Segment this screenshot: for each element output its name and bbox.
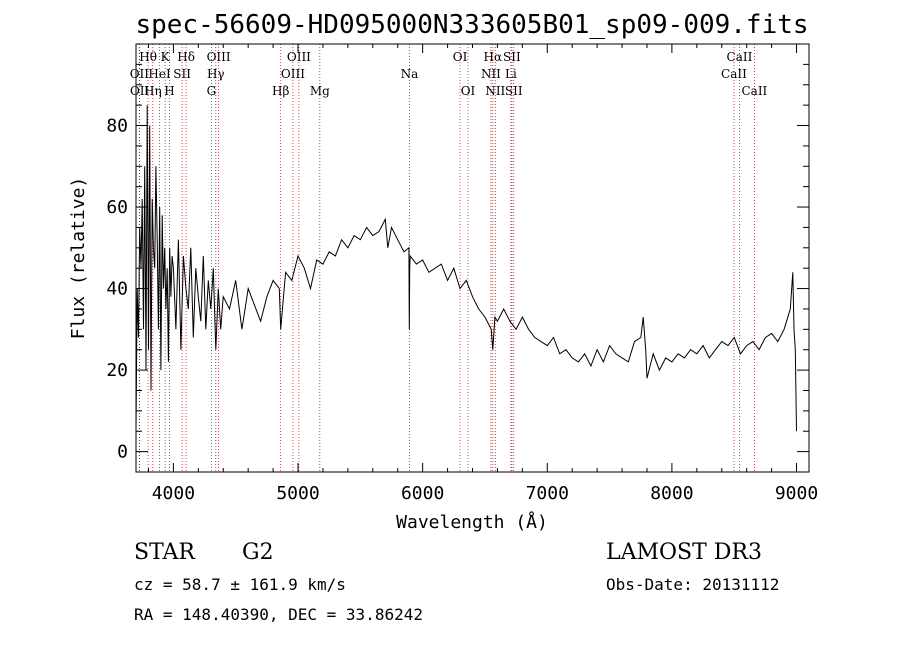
- spectral-line-label: CaII: [741, 84, 767, 98]
- x-tick-label: 7000: [526, 483, 569, 504]
- spectral-line-label: OIII: [287, 50, 311, 64]
- spectral-line-label: OI: [461, 84, 476, 98]
- spectral-line-label: SII: [173, 67, 191, 81]
- observation-date: Obs-Date: 20131112: [606, 575, 779, 594]
- spectral-line-labels: Hθ OII OII K HeI Hη Hδ SII H OIII Hγ G OIII OIII Hβ Mg N…: [130, 50, 768, 98]
- spectral-line-label: HeI: [148, 67, 171, 81]
- y-axis-ticks: 0 20 40 60 80: [106, 63, 809, 473]
- spectrum-line: [135, 105, 797, 432]
- spectral-line-label: NII: [481, 67, 501, 81]
- spectral-line-label: H: [164, 84, 174, 98]
- spectral-line-label: Hβ: [272, 84, 289, 98]
- spectral-line-label: Li: [505, 67, 517, 81]
- spectral-line-label: OIII: [207, 50, 231, 64]
- spectral-line-label: Hα: [484, 50, 503, 64]
- spectral-line-label: OI: [453, 50, 468, 64]
- y-tick-label: 40: [106, 279, 128, 300]
- y-tick-label: 0: [117, 442, 128, 463]
- spectral-line-label: Hθ: [139, 50, 157, 64]
- y-axis-label: Flux (relative): [68, 177, 89, 340]
- spectral-line-label: Mg: [310, 84, 330, 98]
- x-axis-ticks: 4000 5000 6000 7000 8000 9000: [147, 44, 818, 504]
- spectral-line-label: Hη: [144, 84, 162, 98]
- spectral-line-label: OII: [130, 67, 150, 81]
- x-tick-label: 4000: [152, 483, 195, 504]
- spectral-line-label: OII: [130, 84, 150, 98]
- spectral-line-label: CaII: [727, 50, 753, 64]
- plot-frame: [135, 43, 810, 473]
- spectral-line-label: Hγ: [207, 67, 225, 81]
- x-tick-label: 6000: [401, 483, 444, 504]
- spectral-line-label: K: [161, 50, 171, 64]
- chart-title: spec-56609-HD095000N333605B01_sp09-009.f…: [135, 10, 808, 40]
- spectral-line-label: Na: [401, 67, 419, 81]
- object-subclass: G2: [242, 540, 274, 565]
- spectral-line-label: CaII: [721, 67, 747, 81]
- spectral-line-label: OIII: [281, 67, 305, 81]
- x-tick-label: 5000: [276, 483, 319, 504]
- spectral-line-label: G: [207, 84, 217, 98]
- survey-name: LAMOST DR3: [606, 540, 762, 565]
- object-type: STAR: [134, 540, 196, 565]
- spectral-line-label: NII: [485, 84, 505, 98]
- x-tick-label: 9000: [775, 483, 818, 504]
- spectral-line-label: SII: [505, 84, 523, 98]
- redshift-info: cz = 58.7 ± 161.9 km/s: [134, 575, 346, 594]
- spectral-line-label: Hδ: [177, 50, 195, 64]
- y-tick-label: 60: [106, 197, 128, 218]
- x-axis-label: Wavelength (Å): [396, 511, 548, 533]
- y-tick-label: 20: [106, 360, 128, 381]
- spectral-line-label: SII: [503, 50, 521, 64]
- y-tick-label: 80: [106, 116, 128, 137]
- coordinates: RA = 148.40390, DEC = 33.86242: [134, 605, 423, 624]
- x-tick-label: 8000: [650, 483, 693, 504]
- spectral-line-markers: [138, 44, 755, 472]
